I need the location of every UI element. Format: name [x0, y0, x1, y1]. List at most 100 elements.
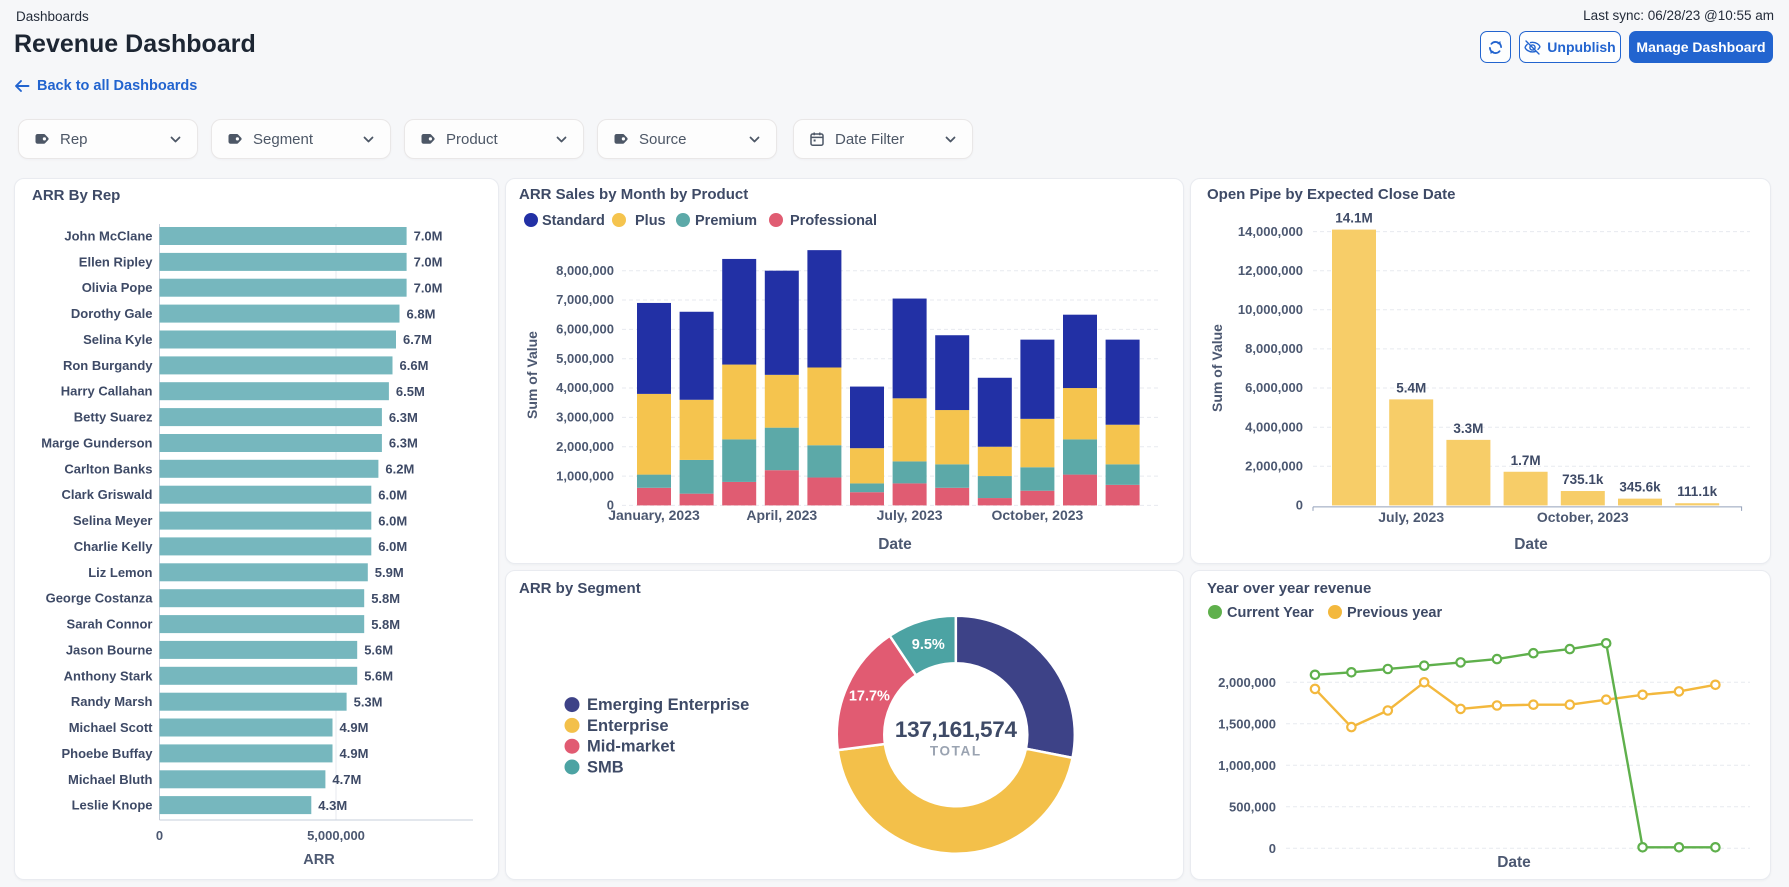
svg-text:6.0M: 6.0M	[378, 513, 407, 528]
svg-text:Sarah Connor: Sarah Connor	[67, 617, 153, 632]
svg-text:7,000,000: 7,000,000	[556, 292, 614, 307]
svg-text:Michael Bluth: Michael Bluth	[68, 772, 153, 787]
svg-text:Previous year: Previous year	[1347, 605, 1442, 621]
svg-text:735.1k: 735.1k	[1562, 472, 1604, 487]
svg-text:4.9M: 4.9M	[340, 746, 369, 761]
svg-text:Liz Lemon: Liz Lemon	[88, 565, 152, 580]
svg-text:8,000,000: 8,000,000	[556, 263, 614, 278]
svg-text:500,000: 500,000	[1229, 799, 1276, 814]
svg-text:October, 2023: October, 2023	[991, 507, 1083, 523]
svg-text:Sum of Value: Sum of Value	[524, 331, 540, 419]
svg-text:Ron Burgandy: Ron Burgandy	[63, 358, 153, 373]
svg-text:July, 2023: July, 2023	[877, 507, 943, 523]
svg-text:Plus: Plus	[635, 213, 666, 229]
svg-text:5,000,000: 5,000,000	[556, 351, 614, 366]
svg-text:7.0M: 7.0M	[414, 280, 443, 295]
svg-text:SMB: SMB	[587, 759, 624, 777]
svg-text:2,000,000: 2,000,000	[1218, 675, 1276, 690]
svg-text:4,000,000: 4,000,000	[1245, 419, 1303, 434]
svg-text:17.7%: 17.7%	[849, 688, 890, 704]
svg-text:George Costanza: George Costanza	[46, 591, 154, 606]
svg-text:1,000,000: 1,000,000	[556, 468, 614, 483]
svg-text:345.6k: 345.6k	[1619, 480, 1661, 495]
svg-text:0: 0	[1269, 841, 1276, 856]
svg-text:6,000,000: 6,000,000	[1245, 380, 1303, 395]
svg-text:10,000,000: 10,000,000	[1238, 302, 1303, 317]
svg-text:7.0M: 7.0M	[414, 255, 443, 270]
svg-text:Current Year: Current Year	[1227, 605, 1314, 621]
svg-text:Carlton Banks: Carlton Banks	[64, 461, 152, 476]
svg-text:January, 2023: January, 2023	[608, 507, 700, 523]
svg-text:Emerging Enterprise: Emerging Enterprise	[587, 696, 749, 714]
svg-text:5.9M: 5.9M	[375, 565, 404, 580]
svg-text:Sum of Value: Sum of Value	[1209, 324, 1225, 412]
svg-text:Clark Griswald: Clark Griswald	[61, 487, 152, 502]
svg-text:TOTAL: TOTAL	[930, 744, 982, 759]
svg-text:Olivia Pope: Olivia Pope	[82, 280, 153, 295]
svg-text:6.6M: 6.6M	[400, 358, 429, 373]
svg-text:6.0M: 6.0M	[378, 539, 407, 554]
svg-text:Selina Kyle: Selina Kyle	[83, 332, 152, 347]
svg-text:Date: Date	[1514, 536, 1548, 553]
svg-text:7.0M: 7.0M	[414, 229, 443, 244]
svg-text:3.3M: 3.3M	[1453, 421, 1483, 436]
svg-text:6.8M: 6.8M	[407, 306, 436, 321]
svg-text:Dorothy Gale: Dorothy Gale	[71, 306, 153, 321]
svg-text:Standard: Standard	[542, 213, 605, 229]
svg-text:Enterprise: Enterprise	[587, 717, 669, 735]
svg-text:ARR: ARR	[303, 852, 335, 868]
svg-text:Ellen Ripley: Ellen Ripley	[79, 254, 153, 269]
svg-text:5.4M: 5.4M	[1396, 380, 1426, 395]
svg-text:1,000,000: 1,000,000	[1218, 758, 1276, 773]
svg-text:April, 2023: April, 2023	[746, 507, 817, 523]
svg-text:4,000,000: 4,000,000	[556, 380, 614, 395]
svg-text:137,161,574: 137,161,574	[895, 717, 1018, 742]
svg-text:6.5M: 6.5M	[396, 384, 425, 399]
svg-text:John McClane: John McClane	[64, 229, 152, 244]
svg-text:Leslie Knope: Leslie Knope	[72, 798, 153, 813]
svg-text:8,000,000: 8,000,000	[1245, 341, 1303, 356]
svg-text:0: 0	[607, 498, 614, 513]
svg-text:1.7M: 1.7M	[1511, 453, 1541, 468]
svg-text:14,000,000: 14,000,000	[1238, 224, 1303, 239]
svg-text:Date: Date	[1497, 854, 1531, 871]
svg-text:Harry Callahan: Harry Callahan	[61, 384, 153, 399]
svg-text:6.3M: 6.3M	[389, 410, 418, 425]
svg-text:6,000,000: 6,000,000	[556, 322, 614, 337]
svg-text:October, 2023: October, 2023	[1537, 509, 1629, 525]
svg-text:5.6M: 5.6M	[364, 643, 393, 658]
svg-text:5.8M: 5.8M	[371, 591, 400, 606]
svg-text:6.7M: 6.7M	[403, 332, 432, 347]
svg-text:5.6M: 5.6M	[364, 669, 393, 684]
svg-text:4.9M: 4.9M	[340, 720, 369, 735]
svg-text:5,000,000: 5,000,000	[307, 828, 365, 843]
svg-text:Phoebe Buffay: Phoebe Buffay	[61, 746, 153, 761]
svg-text:1,500,000: 1,500,000	[1218, 716, 1276, 731]
svg-text:Anthony Stark: Anthony Stark	[64, 668, 154, 683]
svg-text:Randy Marsh: Randy Marsh	[71, 694, 153, 709]
svg-text:4.7M: 4.7M	[332, 772, 361, 787]
svg-text:12,000,000: 12,000,000	[1238, 263, 1303, 278]
svg-text:Mid-market: Mid-market	[587, 738, 676, 756]
svg-text:Selina Meyer: Selina Meyer	[73, 513, 153, 528]
svg-text:6.0M: 6.0M	[378, 487, 407, 502]
svg-text:2,000,000: 2,000,000	[556, 439, 614, 454]
svg-text:3,000,000: 3,000,000	[556, 410, 614, 425]
svg-text:6.3M: 6.3M	[389, 436, 418, 451]
svg-text:111.1k: 111.1k	[1677, 484, 1717, 499]
svg-text:Professional: Professional	[790, 213, 877, 229]
svg-text:0: 0	[1296, 498, 1303, 513]
svg-text:Jason Bourne: Jason Bourne	[66, 642, 153, 657]
svg-text:5.8M: 5.8M	[371, 617, 400, 632]
svg-text:Michael Scott: Michael Scott	[69, 720, 153, 735]
svg-text:6.2M: 6.2M	[385, 462, 414, 477]
svg-text:Marge Gunderson: Marge Gunderson	[41, 436, 152, 451]
svg-text:2,000,000: 2,000,000	[1245, 459, 1303, 474]
svg-text:July, 2023: July, 2023	[1378, 509, 1444, 525]
svg-text:Charlie Kelly: Charlie Kelly	[74, 539, 154, 554]
svg-text:14.1M: 14.1M	[1335, 211, 1373, 226]
svg-text:5.3M: 5.3M	[354, 694, 383, 709]
svg-text:Premium: Premium	[695, 213, 757, 229]
svg-text:4.3M: 4.3M	[318, 798, 347, 813]
svg-text:Betty Suarez: Betty Suarez	[74, 410, 153, 425]
